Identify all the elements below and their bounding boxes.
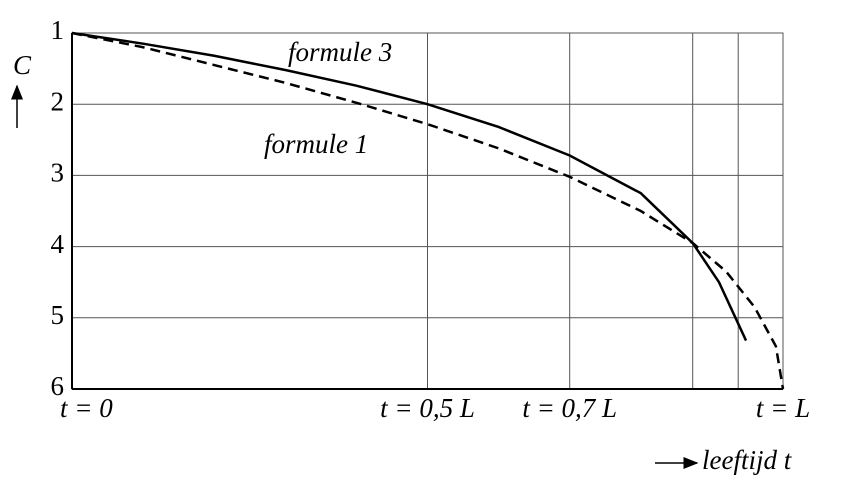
x-tick-label: t = L bbox=[756, 393, 810, 423]
x-tick-label: t = 0,7 L bbox=[522, 393, 617, 423]
y-tick-label: 2 bbox=[51, 86, 65, 116]
y-tick-label: 3 bbox=[51, 158, 65, 188]
line-series bbox=[71, 31, 785, 390]
y-tick-label: 1 bbox=[51, 15, 65, 45]
y-tick-label: 4 bbox=[51, 229, 65, 259]
x-tick-label: t = 0 bbox=[60, 393, 113, 423]
series-label: formule 3 bbox=[288, 37, 392, 67]
line-series bbox=[71, 31, 748, 342]
series-label: formule 1 bbox=[264, 129, 368, 159]
y-tick-label: 5 bbox=[51, 300, 65, 330]
x-axis-label: leeftijd t bbox=[702, 445, 793, 475]
y-axis-label: C bbox=[13, 50, 32, 80]
x-tick-label: t = 0,5 L bbox=[380, 393, 475, 423]
y-tick-label: 6 bbox=[51, 371, 65, 401]
